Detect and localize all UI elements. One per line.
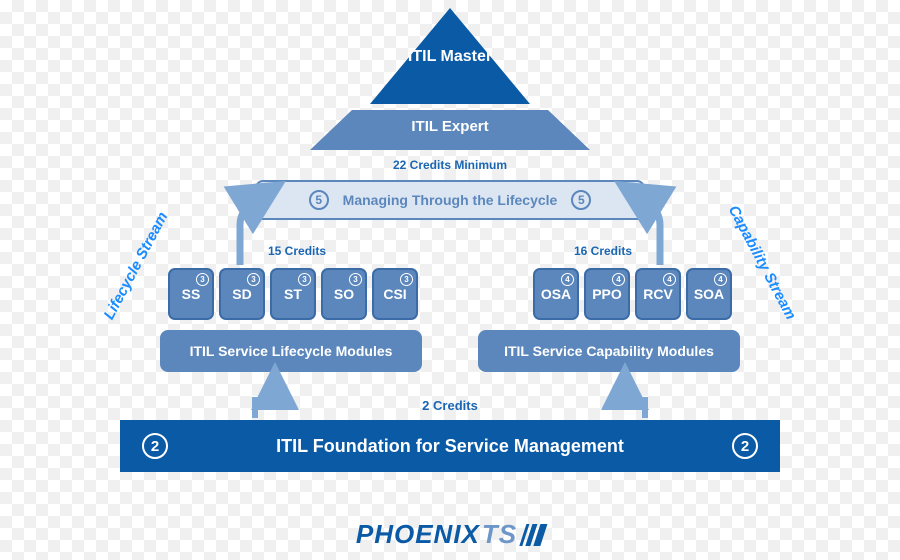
module-soa: SOA4	[686, 268, 732, 320]
expert-label: ITIL Expert	[411, 118, 488, 135]
module-osa: OSA4	[533, 268, 579, 320]
capability-box: ITIL Service Capability Modules	[478, 330, 740, 372]
foundation-credits-right: 2	[732, 433, 758, 459]
lifecycle-modules: SS3SD3ST3SO3CSI3	[168, 268, 418, 320]
module-csi: CSI3	[372, 268, 418, 320]
module-credits: 3	[349, 273, 362, 286]
module-ppo: PPO4	[584, 268, 630, 320]
module-credits: 3	[298, 273, 311, 286]
module-credits: 4	[663, 273, 676, 286]
lifecycle-stream-label: Lifecycle Stream	[100, 209, 171, 322]
phoenix-logo: PHOENIX TS	[356, 519, 544, 550]
capability-modules: OSA4PPO4RCV4SOA4	[533, 268, 732, 320]
logo-part2: TS	[482, 519, 517, 550]
mtl-credits-left: 5	[309, 190, 329, 210]
lifecycle-credits: 15 Credits	[268, 244, 326, 258]
mtl-box: 5 Managing Through the Lifecycle 5	[255, 180, 645, 220]
module-credits: 4	[714, 273, 727, 286]
lifecycle-box: ITIL Service Lifecycle Modules	[160, 330, 422, 372]
module-ss: SS3	[168, 268, 214, 320]
capability-stream-label: Capability Stream	[725, 203, 800, 323]
module-rcv: RCV4	[635, 268, 681, 320]
module-credits: 4	[561, 273, 574, 286]
foundation-bar: 2 ITIL Foundation for Service Management…	[120, 420, 780, 472]
master-label: ITIL Master	[405, 48, 495, 66]
module-credits: 3	[196, 273, 209, 286]
foundation-label: ITIL Foundation for Service Management	[276, 436, 624, 457]
module-credits: 3	[247, 273, 260, 286]
logo-part1: PHOENIX	[356, 519, 480, 550]
foundation-credits-left: 2	[142, 433, 168, 459]
mtl-credits-right: 5	[571, 190, 591, 210]
credits-minimum: 22 Credits Minimum	[393, 158, 507, 172]
capability-credits: 16 Credits	[574, 244, 632, 258]
module-sd: SD3	[219, 268, 265, 320]
foundation-credits-label: 2 Credits	[422, 398, 478, 413]
mtl-label: Managing Through the Lifecycle	[343, 192, 558, 208]
module-credits: 4	[612, 273, 625, 286]
module-credits: 3	[400, 273, 413, 286]
itil-diagram: ITIL Master ITIL Expert 22 Credits Minim…	[0, 0, 900, 560]
logo-bars-icon	[523, 524, 544, 546]
module-st: ST3	[270, 268, 316, 320]
module-so: SO3	[321, 268, 367, 320]
